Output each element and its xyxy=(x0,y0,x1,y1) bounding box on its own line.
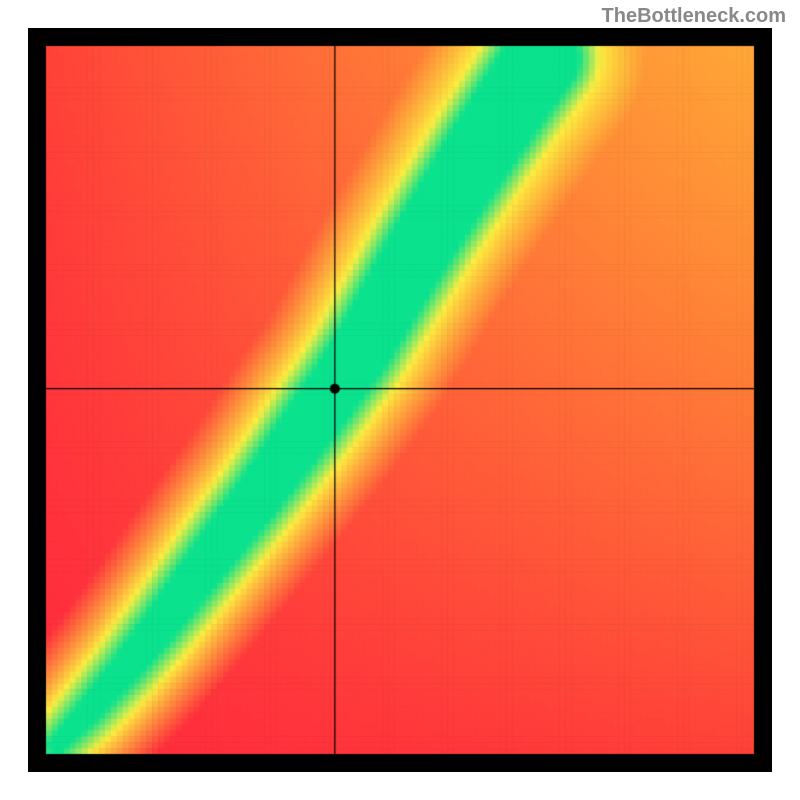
chart-container: TheBottleneck.com xyxy=(0,0,800,800)
plot-frame xyxy=(28,28,772,772)
heatmap-canvas xyxy=(28,28,772,772)
watermark-text: TheBottleneck.com xyxy=(602,5,786,28)
